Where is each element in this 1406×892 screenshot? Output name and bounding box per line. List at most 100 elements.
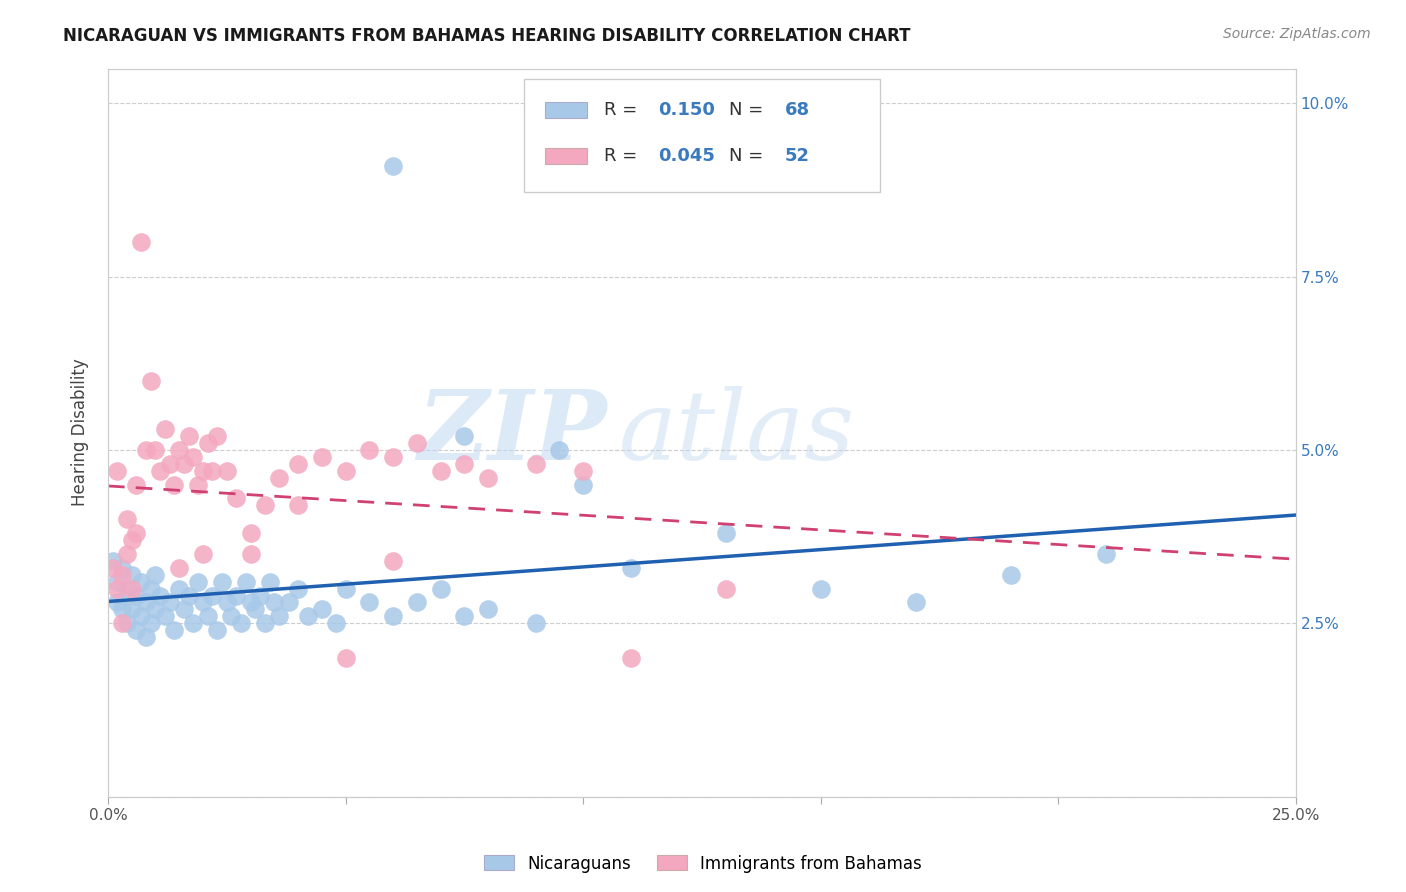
Point — [129, 609, 152, 624]
Point — [335, 582, 357, 596]
Point — [207, 624, 229, 638]
Legend: Nicaraguans, Immigrants from Bahamas: Nicaraguans, Immigrants from Bahamas — [478, 848, 928, 880]
Point — [382, 554, 405, 568]
Point — [153, 422, 176, 436]
Point — [453, 457, 475, 471]
Point — [187, 574, 209, 589]
Text: NICARAGUAN VS IMMIGRANTS FROM BAHAMAS HEARING DISABILITY CORRELATION CHART: NICARAGUAN VS IMMIGRANTS FROM BAHAMAS HE… — [63, 27, 911, 45]
Point — [121, 533, 143, 547]
Point — [145, 442, 167, 457]
Point — [167, 561, 190, 575]
Text: atlas: atlas — [619, 385, 855, 480]
Point — [211, 574, 233, 589]
Point — [325, 616, 347, 631]
Point — [229, 616, 252, 631]
Point — [183, 616, 205, 631]
Text: 68: 68 — [785, 101, 810, 119]
Point — [107, 464, 129, 478]
Point — [135, 630, 157, 644]
Point — [177, 589, 200, 603]
Point — [810, 582, 832, 596]
Point — [163, 477, 186, 491]
Point — [221, 609, 243, 624]
Point — [191, 547, 214, 561]
Text: Source: ZipAtlas.com: Source: ZipAtlas.com — [1223, 27, 1371, 41]
Point — [245, 602, 267, 616]
Point — [111, 567, 134, 582]
Point — [548, 442, 571, 457]
Point — [159, 595, 181, 609]
Point — [619, 561, 641, 575]
Point — [335, 464, 357, 478]
Point — [382, 159, 405, 173]
Point — [277, 595, 299, 609]
Text: N =: N = — [730, 147, 769, 165]
Point — [191, 464, 214, 478]
Point — [215, 595, 238, 609]
Point — [267, 471, 290, 485]
Point — [287, 582, 309, 596]
Point — [1000, 567, 1022, 582]
Point — [453, 429, 475, 443]
Point — [714, 582, 737, 596]
Point — [111, 616, 134, 631]
Point — [714, 526, 737, 541]
Point — [382, 609, 405, 624]
Point — [382, 450, 405, 464]
Point — [253, 616, 276, 631]
Point — [167, 442, 190, 457]
Point — [125, 477, 148, 491]
Point — [524, 616, 547, 631]
Bar — [546, 148, 586, 164]
Point — [163, 624, 186, 638]
Text: N =: N = — [730, 101, 769, 119]
Point — [253, 499, 276, 513]
Point — [125, 526, 148, 541]
Point — [359, 442, 381, 457]
Point — [197, 609, 219, 624]
Point — [107, 582, 129, 596]
Point — [477, 602, 499, 616]
Point — [259, 574, 281, 589]
Point — [167, 582, 190, 596]
Point — [311, 450, 333, 464]
Point — [239, 595, 262, 609]
Point — [287, 499, 309, 513]
Point — [191, 595, 214, 609]
Point — [453, 609, 475, 624]
Point — [429, 464, 451, 478]
Text: R =: R = — [605, 147, 644, 165]
Point — [201, 589, 224, 603]
Point — [139, 616, 162, 631]
Text: 0.150: 0.150 — [658, 101, 714, 119]
Point — [145, 567, 167, 582]
Point — [263, 595, 285, 609]
Point — [121, 582, 143, 596]
Point — [139, 582, 162, 596]
Point — [239, 526, 262, 541]
Point — [159, 457, 181, 471]
Point — [619, 651, 641, 665]
Point — [129, 574, 152, 589]
Point — [429, 582, 451, 596]
Text: 52: 52 — [785, 147, 810, 165]
Point — [107, 595, 129, 609]
Y-axis label: Hearing Disability: Hearing Disability — [72, 359, 89, 507]
Text: 0.045: 0.045 — [658, 147, 714, 165]
Point — [187, 477, 209, 491]
Point — [1094, 547, 1116, 561]
Point — [115, 512, 138, 526]
FancyBboxPatch shape — [523, 79, 880, 193]
Point — [904, 595, 927, 609]
Point — [297, 609, 319, 624]
Point — [477, 471, 499, 485]
Text: R =: R = — [605, 101, 644, 119]
Point — [267, 609, 290, 624]
Point — [121, 567, 143, 582]
Point — [335, 651, 357, 665]
Point — [107, 574, 129, 589]
Point — [197, 436, 219, 450]
Point — [207, 429, 229, 443]
Text: ZIP: ZIP — [418, 385, 607, 480]
Point — [177, 429, 200, 443]
